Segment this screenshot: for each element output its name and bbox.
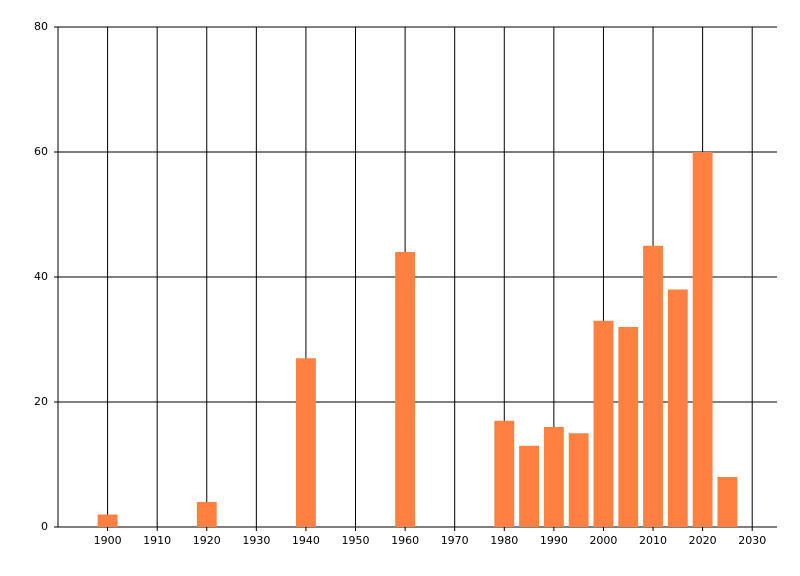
bar: [395, 252, 416, 527]
y-tick-label: 40: [34, 270, 48, 283]
x-tick-label: 1970: [441, 534, 469, 547]
y-tick-label: 20: [34, 395, 48, 408]
x-tick-label: 1960: [391, 534, 419, 547]
bar: [643, 245, 663, 527]
x-tick-label: 1980: [490, 534, 518, 547]
y-tick-label: 0: [41, 520, 48, 533]
y-tick-label: 60: [34, 145, 48, 158]
x-tick-label: 2010: [639, 534, 667, 547]
bar: [618, 327, 639, 527]
bar: [667, 289, 688, 527]
x-tick-label: 1940: [292, 534, 320, 547]
x-tick-label: 1900: [94, 534, 122, 547]
bar: [543, 427, 564, 527]
bar: [196, 502, 217, 527]
bar: [296, 358, 316, 527]
bar: [717, 477, 738, 527]
y-tick-label: 80: [34, 20, 48, 33]
x-tick-label: 1930: [242, 534, 270, 547]
bar: [494, 420, 515, 527]
x-tick-label: 2020: [689, 534, 717, 547]
bar: [692, 152, 713, 527]
x-tick-label: 2000: [589, 534, 617, 547]
bar: [593, 320, 614, 527]
x-tick-label: 1950: [342, 534, 370, 547]
bar: [519, 445, 539, 527]
x-tick-label: 1920: [193, 534, 221, 547]
x-tick-label: 1910: [143, 534, 171, 547]
x-tick-label: 1990: [540, 534, 568, 547]
bar: [568, 433, 589, 527]
x-tick-label: 2030: [738, 534, 766, 547]
bar: [97, 514, 118, 527]
